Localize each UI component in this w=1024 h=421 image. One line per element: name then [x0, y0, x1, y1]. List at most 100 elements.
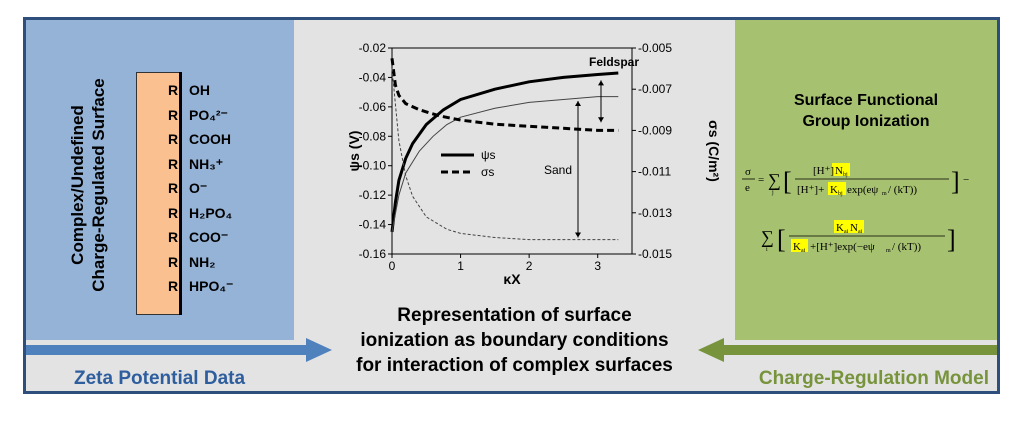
ionization-title-line1: Surface Functional [793, 92, 939, 109]
y-tick-label-right: -0.005 [638, 41, 672, 55]
right-panel [735, 20, 997, 340]
arrow-right-icon [26, 338, 332, 362]
functional-group: R COOH [168, 131, 231, 147]
svg-text:+[H⁺]exp(−eψ: +[H⁺]exp(−eψ [810, 241, 875, 253]
series-line [390, 58, 619, 132]
group-r-label: R [168, 204, 179, 221]
group-formula: COO⁻ [189, 229, 229, 245]
svg-text:m: m [886, 248, 891, 254]
y-tick-label-left: -0.06 [359, 100, 387, 114]
surface-boundary-line [179, 72, 182, 315]
svg-text:ai: ai [858, 229, 863, 235]
y-axis-label-right: σs (C/m²) [706, 120, 722, 182]
group-formula: NH₂ [189, 253, 216, 270]
group-formula: O⁻ [189, 180, 208, 196]
svg-text:ai: ai [801, 248, 806, 254]
group-formula: H₂PO₄ [189, 204, 233, 221]
feldspar-annotation: Feldspar [589, 55, 639, 69]
y-tick-label-left: -0.04 [359, 70, 387, 84]
svg-text:bj: bj [838, 191, 843, 197]
y-tick-label-right: -0.009 [638, 123, 672, 137]
caption-line2: ionization as boundary conditions [360, 330, 669, 351]
ionization-title-line2: Group Ionization [802, 113, 930, 130]
arrowhead [598, 80, 604, 86]
group-r-label: R [168, 131, 179, 147]
group-r-label: R [168, 180, 179, 196]
group-formula: PO₄²⁻ [189, 106, 228, 123]
legend-psi-label: ψs [481, 148, 496, 162]
svg-text:∑: ∑ [761, 227, 774, 247]
group-formula: HPO₄⁻ [189, 278, 234, 294]
y-tick-label-right: -0.013 [638, 206, 672, 220]
functional-group: R OH [168, 82, 210, 98]
y-tick-label-left: -0.12 [359, 188, 387, 202]
y-tick-label-right: -0.011 [638, 165, 671, 179]
svg-text:[H⁺]+: [H⁺]+ [797, 184, 824, 196]
functional-group: R NH₂ [168, 254, 215, 270]
x-tick-label: 3 [594, 259, 601, 273]
group-r-label: R [168, 253, 179, 270]
svg-text:σ: σ [745, 166, 751, 178]
svg-text:K: K [830, 184, 838, 196]
center-caption: Representation of surface ionization as … [294, 303, 735, 378]
functional-group: R NH₃⁺ [168, 156, 223, 173]
functional-group: R HPO₄⁻ [168, 278, 233, 295]
arrowhead [575, 232, 581, 238]
y-tick-label-right: -0.015 [638, 247, 672, 261]
y-tick-label-left: -0.16 [359, 247, 387, 261]
svg-text:K: K [793, 241, 801, 253]
svg-text:ai: ai [844, 229, 849, 235]
svg-text:]: ] [947, 225, 956, 254]
svg-text:[: [ [783, 167, 792, 196]
svg-text:j: j [771, 190, 774, 196]
svg-text:e: e [745, 182, 750, 194]
group-r-label: R [168, 278, 179, 294]
group-r-label: R [168, 106, 179, 123]
group-formula: OH [189, 82, 210, 98]
y-tick-label-left: -0.02 [359, 41, 387, 55]
svg-text:[: [ [777, 225, 786, 254]
svg-text:i: i [766, 247, 768, 253]
series-line [391, 96, 619, 232]
y-tick-label-left: -0.14 [359, 218, 387, 232]
center-panel [294, 20, 735, 340]
x-axis-label: κX [503, 271, 521, 287]
x-tick-label: 0 [389, 259, 396, 273]
svg-text:−: − [963, 174, 969, 186]
legend-sigma-label: σs [481, 165, 494, 179]
arrowhead [598, 117, 604, 123]
group-r-label: R [168, 82, 179, 98]
y-tick-label-left: -0.08 [359, 129, 387, 143]
group-r-label: R [168, 155, 179, 172]
svg-text:N: N [850, 222, 858, 234]
arrowhead [575, 100, 581, 106]
functional-group: R PO₄²⁻ [168, 107, 228, 124]
svg-text:K: K [836, 222, 844, 234]
svg-text:=: = [758, 174, 764, 186]
sand-annotation: Sand [544, 163, 572, 177]
caption-line3: for interaction of complex surfaces [356, 355, 673, 376]
functional-group: R H₂PO₄ [168, 205, 232, 221]
y-tick-label-right: -0.007 [638, 82, 672, 96]
zeta-potential-label: Zeta Potential Data [74, 368, 246, 389]
potential-charge-chart: -0.02 -0.04 -0.06 -0.08 -0.10 -0.12 -0.14 -0.16… [346, 41, 722, 287]
series-line [390, 71, 619, 233]
svg-text:exp(eψ: exp(eψ [847, 184, 878, 196]
arrow-left-icon [698, 338, 997, 362]
ionization-title: Surface Functional Group Ionization [735, 90, 997, 132]
svg-text:/ (kT)): / (kT)) [892, 241, 921, 253]
svg-text:/ (kT)): / (kT)) [888, 184, 917, 196]
group-formula: COOH [189, 131, 231, 147]
caption-line1: Representation of surface [397, 305, 632, 326]
group-r-label: R [168, 229, 179, 245]
series-line [391, 68, 619, 241]
y-tick-label-left: -0.10 [359, 159, 387, 173]
svg-text:∑: ∑ [768, 170, 781, 190]
figure-frame: Complex/Undefined Charge-Regulated Surfa… [23, 17, 1000, 394]
functional-group: R O⁻ [168, 180, 207, 197]
functional-group: R COO⁻ [168, 229, 228, 246]
x-tick-label: 1 [457, 259, 464, 273]
svg-text:m: m [882, 191, 887, 197]
svg-text:]: ] [951, 167, 960, 196]
svg-text:bj: bj [843, 172, 848, 178]
